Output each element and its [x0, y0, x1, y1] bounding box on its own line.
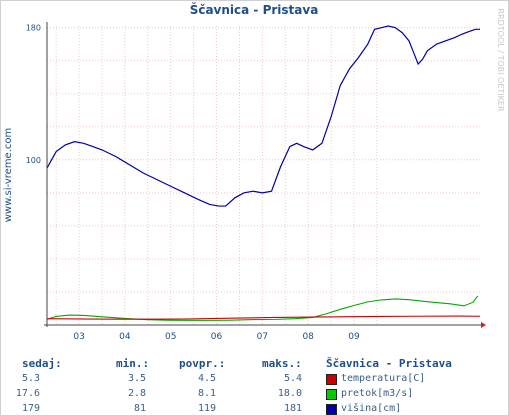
legend-label-temperature: temperatura[C]	[341, 373, 426, 384]
stat-height-min: 81	[133, 403, 146, 414]
stat-height-avg: 119	[197, 403, 216, 414]
x-tick-label: 06	[211, 332, 223, 342]
y-tick-label: 180	[26, 24, 41, 33]
stat-flow-now: 17.6	[15, 388, 40, 399]
stat-flow-avg: 8.1	[197, 388, 216, 399]
x-tick-label: 05	[165, 332, 176, 342]
series-line-0	[46, 25, 480, 207]
series-line-1	[46, 295, 479, 321]
stat-height-max: 181	[283, 403, 302, 414]
series-lines	[46, 25, 481, 321]
stats-header-station: Ščavnica - Pristava	[326, 357, 452, 370]
stat-temp-avg: 4.5	[197, 373, 216, 384]
chart-title: Ščavnica - Pristava	[190, 2, 319, 17]
stat-temp-now: 5.3	[21, 373, 40, 384]
x-tick-label: 09	[348, 332, 360, 342]
axis-ticks: 03 04 05 06 07 08 09 100 180	[26, 24, 360, 342]
axes	[44, 22, 486, 328]
stat-temp-max: 5.4	[283, 373, 302, 384]
x-tick-label: 07	[257, 332, 268, 342]
x-tick-label: 08	[302, 332, 314, 342]
stats-header-now: sedaj:	[22, 357, 62, 370]
legend-swatch-flow	[326, 389, 337, 400]
legend-swatch-temperature	[326, 374, 337, 385]
stats-header-min: min.:	[116, 357, 150, 370]
x-tick-label: 03	[73, 332, 84, 342]
stats-header-max: maks.:	[262, 357, 302, 370]
x-tick-label: 04	[119, 332, 131, 342]
series-line-2	[46, 315, 481, 320]
grid-lines	[47, 26, 480, 325]
x-axis-arrow	[481, 322, 486, 328]
stat-height-now: 179	[21, 403, 40, 414]
legend-label-height: višina[cm]	[341, 403, 402, 414]
legend-swatch-height	[326, 404, 337, 415]
stats-header-avg: povpr.:	[179, 357, 226, 370]
stat-flow-max: 18.0	[277, 388, 302, 399]
stat-temp-min: 3.5	[127, 373, 146, 384]
y-tick-label: 100	[26, 156, 41, 165]
stat-flow-min: 2.8	[127, 388, 146, 399]
rrdtool-watermark-text: RRDTOOL / TOBI OETIKER	[496, 8, 505, 111]
site-watermark-text: www.si-vreme.com	[3, 128, 14, 223]
chart-area: Ščavnica - Pristava www.si-vreme.com RRD…	[3, 2, 505, 342]
legend-label-flow: pretok[m3/s]	[341, 388, 414, 399]
